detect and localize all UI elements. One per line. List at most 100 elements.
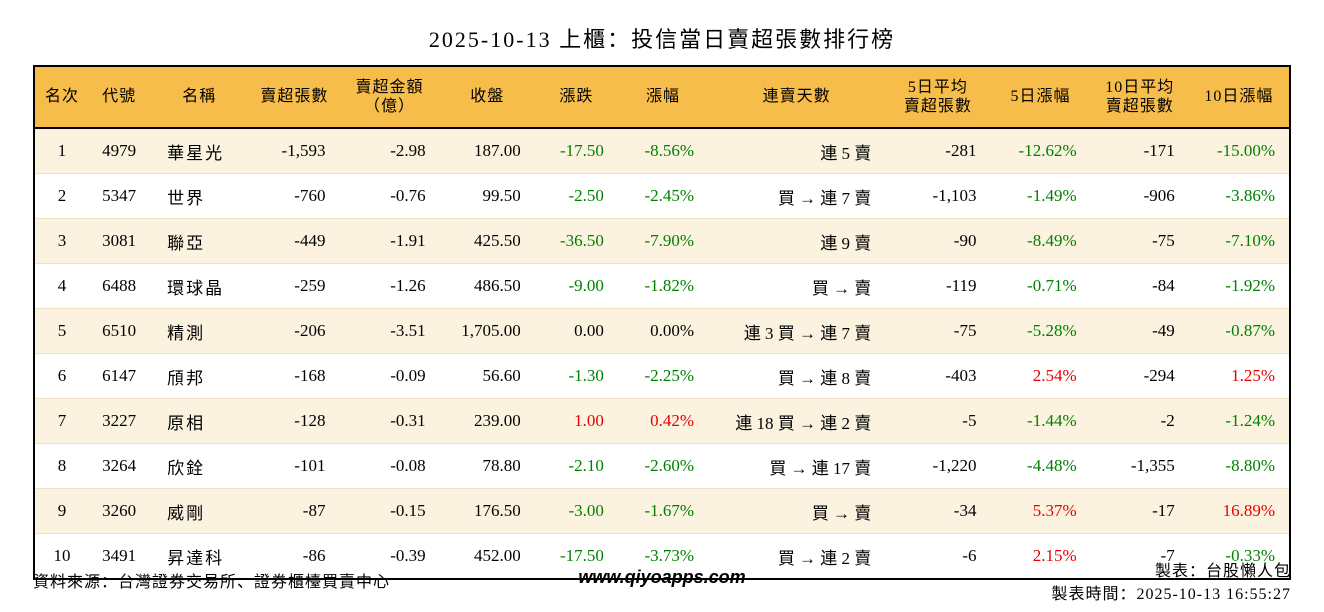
cell-change-pct: -1.67% [618,489,708,534]
cell-rank: 9 [57,501,67,520]
cell-rank: 8 [57,456,67,475]
cell-amount: -1.26 [390,276,426,295]
table-row: 1 4979 華星光 -1,593 -2.98 187.00 -17.50 -8… [34,128,1290,174]
cell-streak: 連 18 買 → 連 2 賣 [735,413,872,433]
cell-change: 0.00 [535,309,618,354]
cell-amount: -0.08 [390,456,426,475]
cell-name: 原相 [167,413,206,433]
cell-streak: 連 5 賣 [820,143,872,163]
cell-pct10: -0.87% [1189,309,1290,354]
pct10-value: -7.10% [1225,231,1275,250]
cell-pct5: -4.48% [990,444,1090,489]
cell-close: 176.50 [474,501,521,520]
cell-pct5: 2.15% [990,534,1090,580]
column-header-avg5: 5日平均 賣超張數 [885,66,991,129]
change-pct-value: -1.67% [644,501,695,520]
cell-pct5: -8.49% [990,219,1090,264]
cell-avg5: -6 [962,546,977,565]
cell-pct5: -1.44% [990,399,1090,444]
cell-net-sell: -1,593 [281,141,326,160]
cell-avg5: -5 [962,411,977,430]
column-header-amount: 賣超金額 （億） [339,66,440,129]
change-pct-value: -2.25% [644,366,695,385]
cell-pct5: -1.49% [990,174,1090,219]
change-value: 0.00 [574,321,604,340]
cell-amount: -0.76 [390,186,426,205]
cell-rank: 2 [57,186,67,205]
table-header: 名次 代號 名稱 賣超張數 賣超金額 （億） 收盤 漲跌 漲幅 連賣天數 5日平… [34,66,1290,129]
cell-net-sell: -101 [294,456,326,475]
cell-net-sell: -128 [294,411,326,430]
cell-amount: -3.51 [390,321,426,340]
cell-pct10: 1.25% [1189,354,1290,399]
cell-net-sell: -87 [302,501,326,520]
cell-amount: -0.39 [390,546,426,565]
cell-change: -2.10 [535,444,618,489]
pct10-value: -8.80% [1225,456,1275,475]
cell-change-pct: -1.82% [618,264,708,309]
cell-avg5: -1,220 [932,456,977,475]
cell-name: 欣銓 [167,458,206,478]
change-pct-value: -8.56% [644,141,695,160]
cell-code: 5347 [102,186,137,205]
cell-rank: 4 [57,276,67,295]
cell-name: 威剛 [167,503,206,523]
cell-pct5: 2.54% [990,354,1090,399]
cell-amount: -2.98 [390,141,426,160]
cell-avg10: -7 [1160,546,1175,565]
cell-code: 3491 [102,546,137,565]
cell-code: 4979 [102,141,137,160]
cell-streak: 買 → 連 7 賣 [777,188,872,208]
cell-code: 3227 [102,411,137,430]
cell-close: 239.00 [474,411,521,430]
cell-avg10: -84 [1152,276,1175,295]
cell-code: 3260 [102,501,137,520]
cell-pct5: -5.28% [990,309,1090,354]
cell-code: 6488 [102,276,137,295]
cell-avg5: -75 [953,321,977,340]
cell-net-sell: -449 [294,231,326,250]
cell-net-sell: -168 [294,366,326,385]
cell-change-pct: -2.60% [618,444,708,489]
pct5-value: -5.28% [1027,321,1077,340]
pct10-value: 16.89% [1222,501,1275,520]
pct5-value: -1.44% [1027,411,1077,430]
change-value: -2.10 [568,456,604,475]
change-pct-value: -1.82% [644,276,695,295]
cell-change: -3.00 [535,489,618,534]
change-value: -3.00 [568,501,604,520]
cell-change-pct: -8.56% [618,128,708,174]
cell-rank: 3 [57,231,67,250]
cell-pct10: -0.33% [1189,534,1290,580]
pct10-value: -15.00% [1216,141,1275,160]
change-value: -17.50 [559,141,604,160]
cell-streak: 買 → 賣 [811,278,872,298]
change-pct-value: -2.45% [644,186,695,205]
cell-close: 425.50 [474,231,521,250]
cell-avg5: -1,103 [932,186,977,205]
cell-streak: 買 → 連 8 賣 [777,368,872,388]
cell-rank: 1 [57,141,67,160]
pct5-value: 5.37% [1032,501,1077,520]
cell-rank: 10 [53,546,71,565]
cell-pct5: 5.37% [990,489,1090,534]
cell-avg10: -17 [1152,501,1175,520]
cell-name: 頎邦 [167,368,206,388]
cell-change-pct: -2.45% [618,174,708,219]
cell-avg5: -281 [945,141,977,160]
cell-streak: 買 → 連 17 賣 [769,458,872,478]
column-header-streak: 連賣天數 [708,66,886,129]
column-header-code: 代號 [89,66,150,129]
data-source-note: 資料來源：台灣證券交易所、證券櫃檯買賣中心 [33,574,391,591]
cell-net-sell: -760 [294,186,326,205]
cell-streak: 連 3 買 → 連 7 賣 [743,323,872,343]
column-header-net-sell: 賣超張數 [249,66,340,129]
column-header-pct5: 5日漲幅 [990,66,1091,129]
cell-avg10: -171 [1143,141,1175,160]
cell-close: 1,705.00 [461,321,521,340]
cell-change: -17.50 [535,534,618,580]
table-body: 1 4979 華星光 -1,593 -2.98 187.00 -17.50 -8… [34,128,1290,579]
table-row: 6 6147 頎邦 -168 -0.09 56.60 -1.30 -2.25% … [34,354,1290,399]
pct5-value: 2.54% [1032,366,1077,385]
